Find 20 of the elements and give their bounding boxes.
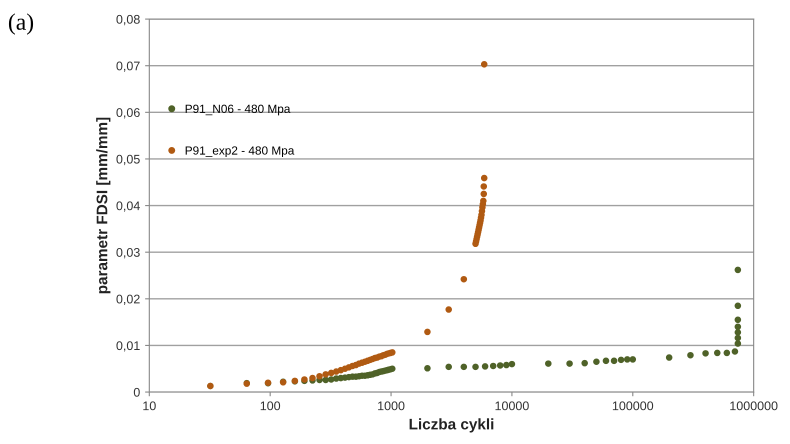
x-tick-label: 1000 (378, 401, 404, 410)
y-tick-label: 0,03 (116, 248, 140, 258)
x-tick-label: 10000 (495, 401, 529, 410)
y-axis-title: parametr FDSI [mm/mm] (96, 118, 110, 294)
legend-label: P91_exp2 - 480 Mpa (186, 146, 294, 158)
x-tick-label: 10 (143, 401, 156, 410)
y-tick-label: 0,04 (116, 201, 140, 212)
y-tick-label: 0 (134, 388, 140, 397)
x-tick-label: 100 (260, 401, 280, 410)
x-tick-label: 100000 (612, 401, 654, 410)
y-tick-label: 0,05 (116, 154, 140, 166)
x-tick-label: 1000000 (730, 401, 778, 410)
y-tick-label: 0,06 (116, 108, 140, 118)
y-tick-label: 0,08 (116, 14, 140, 26)
y-tick-label: 0,02 (116, 294, 140, 305)
y-tick-label: 0,01 (116, 341, 140, 352)
text: (a) (8, 13, 34, 35)
y-tick-label: 0,07 (116, 62, 140, 72)
x-axis-title: Liczba cykli (410, 418, 494, 433)
legend-label: P91_N06 - 480 Mpa (186, 104, 290, 116)
